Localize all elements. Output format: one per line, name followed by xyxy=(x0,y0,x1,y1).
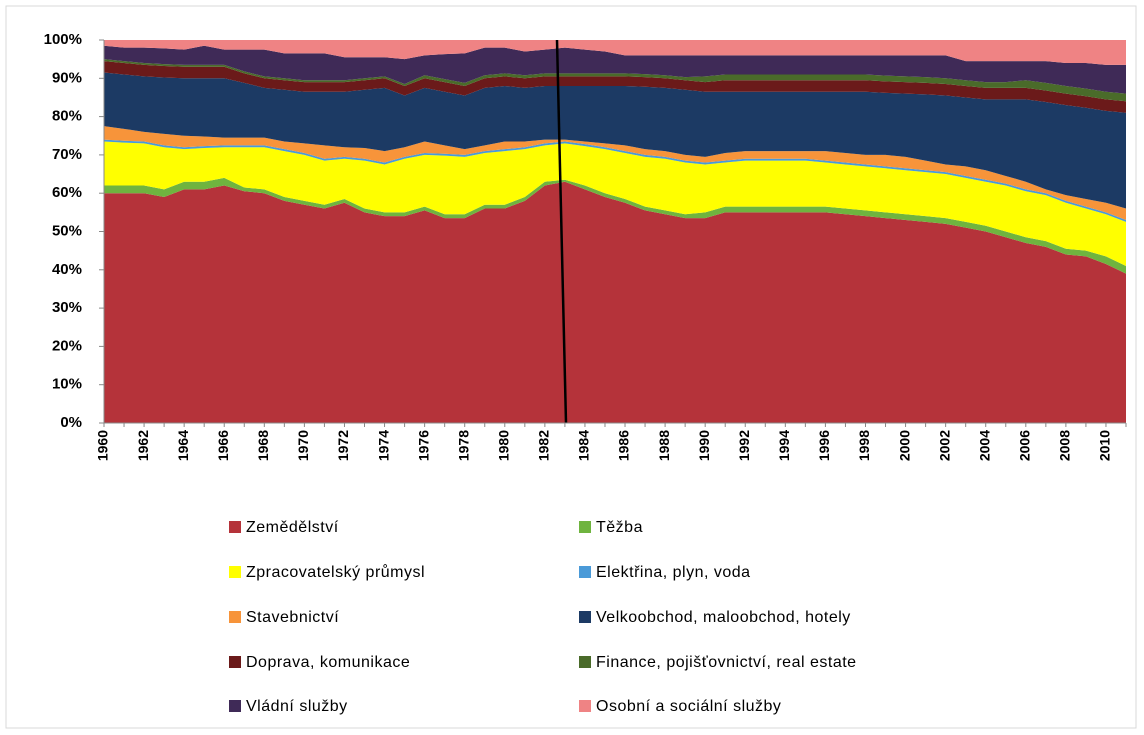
area xyxy=(104,72,1126,209)
y-tick-label: 30% xyxy=(52,299,82,316)
legend-label: Osobní a sociální služby xyxy=(596,698,781,715)
x-tick-label: 1980 xyxy=(495,430,511,461)
x-tick-label: 1990 xyxy=(696,430,712,461)
legend-swatch xyxy=(579,656,591,668)
x-tick-label: 1984 xyxy=(576,430,592,461)
area xyxy=(104,61,1126,113)
x-tick-label: 1960 xyxy=(95,430,111,461)
x-tick-label: 1966 xyxy=(215,430,231,461)
legend-swatch xyxy=(229,611,241,623)
x-tick-label: 1994 xyxy=(776,430,792,461)
divider-line xyxy=(555,39,568,424)
y-tick-label: 0% xyxy=(60,414,82,431)
legend-label: Stavebnictví xyxy=(246,609,339,626)
legend-label: Těžba xyxy=(596,519,643,536)
x-tick-label: 2010 xyxy=(1097,430,1113,461)
x-tick-label: 1972 xyxy=(335,430,351,461)
x-tick-label: 1968 xyxy=(255,430,271,461)
y-tick-label: 90% xyxy=(52,69,82,86)
legend-swatch xyxy=(229,521,241,533)
y-tick-label: 50% xyxy=(52,222,82,239)
legend-swatch xyxy=(229,656,241,668)
x-tick-label: 1962 xyxy=(135,430,151,461)
y-tick-label: 10% xyxy=(52,376,82,393)
x-tick-label: 2006 xyxy=(1017,430,1033,461)
y-tick-label: 60% xyxy=(52,184,82,201)
y-tick-label: 40% xyxy=(52,261,82,278)
area xyxy=(104,181,1126,423)
legend-label: Vládní služby xyxy=(246,698,348,715)
x-tick-label: 1976 xyxy=(415,430,431,461)
legend-swatch xyxy=(579,566,591,578)
area xyxy=(104,126,1126,221)
x-tick-label: 1970 xyxy=(295,430,311,461)
x-tick-label: 1996 xyxy=(816,430,832,461)
legend-label: Finance, pojišťovnictví, real estate xyxy=(596,654,857,671)
x-tick-label: 1988 xyxy=(656,430,672,461)
area xyxy=(104,177,1126,274)
plot-area xyxy=(104,40,1126,423)
x-tick-label: 1986 xyxy=(616,430,632,461)
legend-label: Velkoobchod, maloobchod, hotely xyxy=(596,609,851,626)
legend-swatch xyxy=(579,700,591,712)
x-tick-label: 2008 xyxy=(1057,430,1073,461)
x-tick-label: 2004 xyxy=(976,430,992,461)
y-tick-label: 20% xyxy=(52,337,82,354)
x-tick-label: 1974 xyxy=(375,430,391,461)
legend-swatch xyxy=(229,700,241,712)
legend-swatch xyxy=(579,521,591,533)
x-tick-label: 1982 xyxy=(536,430,552,461)
area xyxy=(104,139,1126,222)
area xyxy=(104,45,1126,94)
legend-swatch xyxy=(229,566,241,578)
legend-label: Zemědělství xyxy=(246,519,339,536)
legend-swatch xyxy=(579,611,591,623)
x-tick-label: 2002 xyxy=(936,430,952,461)
area xyxy=(104,141,1126,266)
x-tick-label: 1964 xyxy=(175,430,191,461)
legend-label: Doprava, komunikace xyxy=(246,654,410,671)
x-tick-label: 2000 xyxy=(896,430,912,461)
x-tick-label: 1998 xyxy=(856,430,872,461)
legend-label: Elektřina, plyn, voda xyxy=(596,564,751,581)
x-tick-label: 1978 xyxy=(455,430,471,461)
y-tick-label: 70% xyxy=(52,146,82,163)
legend-label: Zpracovatelský průmysl xyxy=(246,563,425,581)
x-tick-label: 1992 xyxy=(736,430,752,461)
y-tick-label: 100% xyxy=(44,31,82,48)
area xyxy=(104,40,1126,65)
y-tick-label: 80% xyxy=(52,108,82,125)
